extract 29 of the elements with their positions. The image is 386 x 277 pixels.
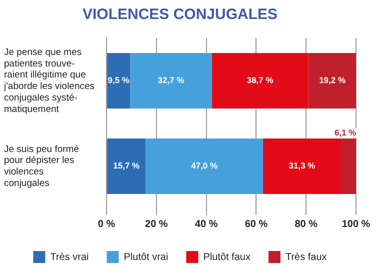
y-tick-label: Je suis peu formé pour dépister les violences conjugales [4,144,79,189]
bar [107,53,130,108]
bar [146,138,263,194]
x-tick-label: 20 % [145,218,168,230]
x-tick-label: 100 % [342,218,370,230]
data-label: 19,2 % [319,75,346,86]
legend-label: Plutôt vrai [124,252,168,263]
data-label: 38,7 % [246,75,274,86]
legend-label: Plutôt faux [203,252,250,263]
data-label: 47,0 % [191,160,218,171]
bar [130,53,212,108]
legend-label: Très faux [285,252,327,263]
x-tick-label: 80 % [294,218,318,230]
data-label: 31,3 % [288,160,316,171]
bar [341,138,356,194]
x-tick-label: 0 % [98,218,116,230]
y-tick-label: Je pense que mes patientes trouve- raient illégitime que j'aborde les violences conjugales systé- matiquement [3,46,95,115]
bar [262,138,342,194]
data-label: 15,7 % [113,160,140,171]
x-tick-label: 40 % [194,218,218,230]
data-label: 32,7 % [158,75,185,86]
legend-label: Très vrai [50,252,89,263]
x-tick-label: 60 % [244,218,268,230]
chart-title: VIOLENCES CONJUGALES [82,6,278,24]
data-label: 9,5 % [108,75,130,86]
bar [308,53,356,108]
bar [212,53,308,108]
bar [107,138,146,194]
data-label: 6,1 % [334,127,357,138]
